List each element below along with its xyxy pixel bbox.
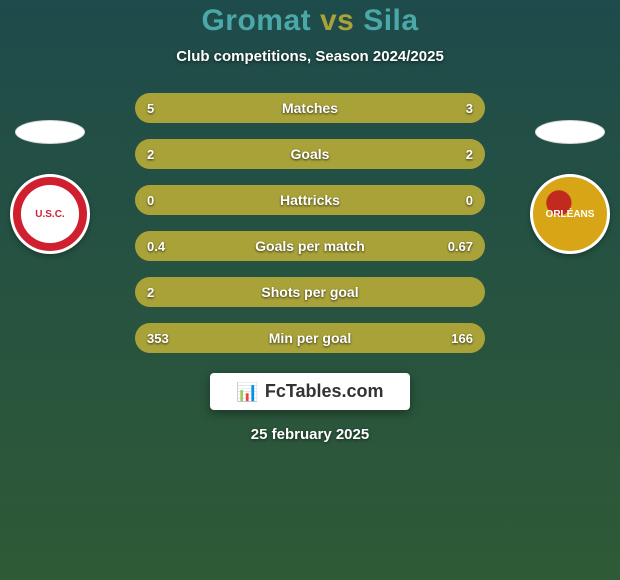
stat-row: Matches5 3 [135, 93, 485, 123]
stat-value-right: 0 [466, 185, 473, 215]
stat-label: Hattricks [135, 185, 485, 215]
stat-value-left: 2 [147, 277, 154, 307]
stat-value-left: 2 [147, 139, 154, 169]
title-player2: Sila [363, 4, 418, 37]
club-badge-right: ORLÉANS [530, 174, 610, 254]
chart-icon: 📊 [236, 383, 258, 401]
brand-text: FcTables.com [265, 381, 384, 402]
stat-value-right: 0.67 [448, 231, 473, 261]
stat-label: Min per goal [135, 323, 485, 353]
stat-row: Goals per match0.4 0.67 [135, 231, 485, 261]
stat-label: Goals [135, 139, 485, 169]
title-vs: vs [320, 4, 354, 37]
page-title: Gromat vs Sila [201, 4, 418, 38]
title-player1: Gromat [201, 4, 311, 37]
comparison-infographic: Gromat vs Sila Club competitions, Season… [0, 0, 620, 580]
country-flag-right [535, 120, 605, 144]
stat-row: Goals2 2 [135, 139, 485, 169]
date-label: 25 february 2025 [251, 426, 369, 443]
club-badge-left: U.S.C. [10, 174, 90, 254]
stat-row: Min per goal353 166 [135, 323, 485, 353]
stat-value-left: 353 [147, 323, 169, 353]
stat-value-left: 0 [147, 185, 154, 215]
stat-bars: Matches53Goals22Hattricks00Goals per mat… [135, 93, 485, 353]
stat-value-right: 166 [451, 323, 473, 353]
right-team-zone: ORLÉANS [530, 120, 610, 254]
club-left-text: U.S.C. [35, 209, 64, 220]
stat-label: Goals per match [135, 231, 485, 261]
club-right-text: ORLÉANS [546, 209, 595, 220]
country-flag-left [15, 120, 85, 144]
left-team-zone: U.S.C. [10, 120, 90, 254]
stat-value-left: 5 [147, 93, 154, 123]
stat-value-right: 3 [466, 93, 473, 123]
stat-row: Hattricks0 0 [135, 185, 485, 215]
stat-label: Shots per goal [135, 277, 485, 307]
stat-row: Shots per goal2 [135, 277, 485, 307]
stat-value-right: 2 [466, 139, 473, 169]
stat-value-left: 0.4 [147, 231, 165, 261]
brand-box[interactable]: 📊 FcTables.com [210, 373, 409, 410]
stat-label: Matches [135, 93, 485, 123]
subtitle: Club competitions, Season 2024/2025 [176, 48, 444, 65]
